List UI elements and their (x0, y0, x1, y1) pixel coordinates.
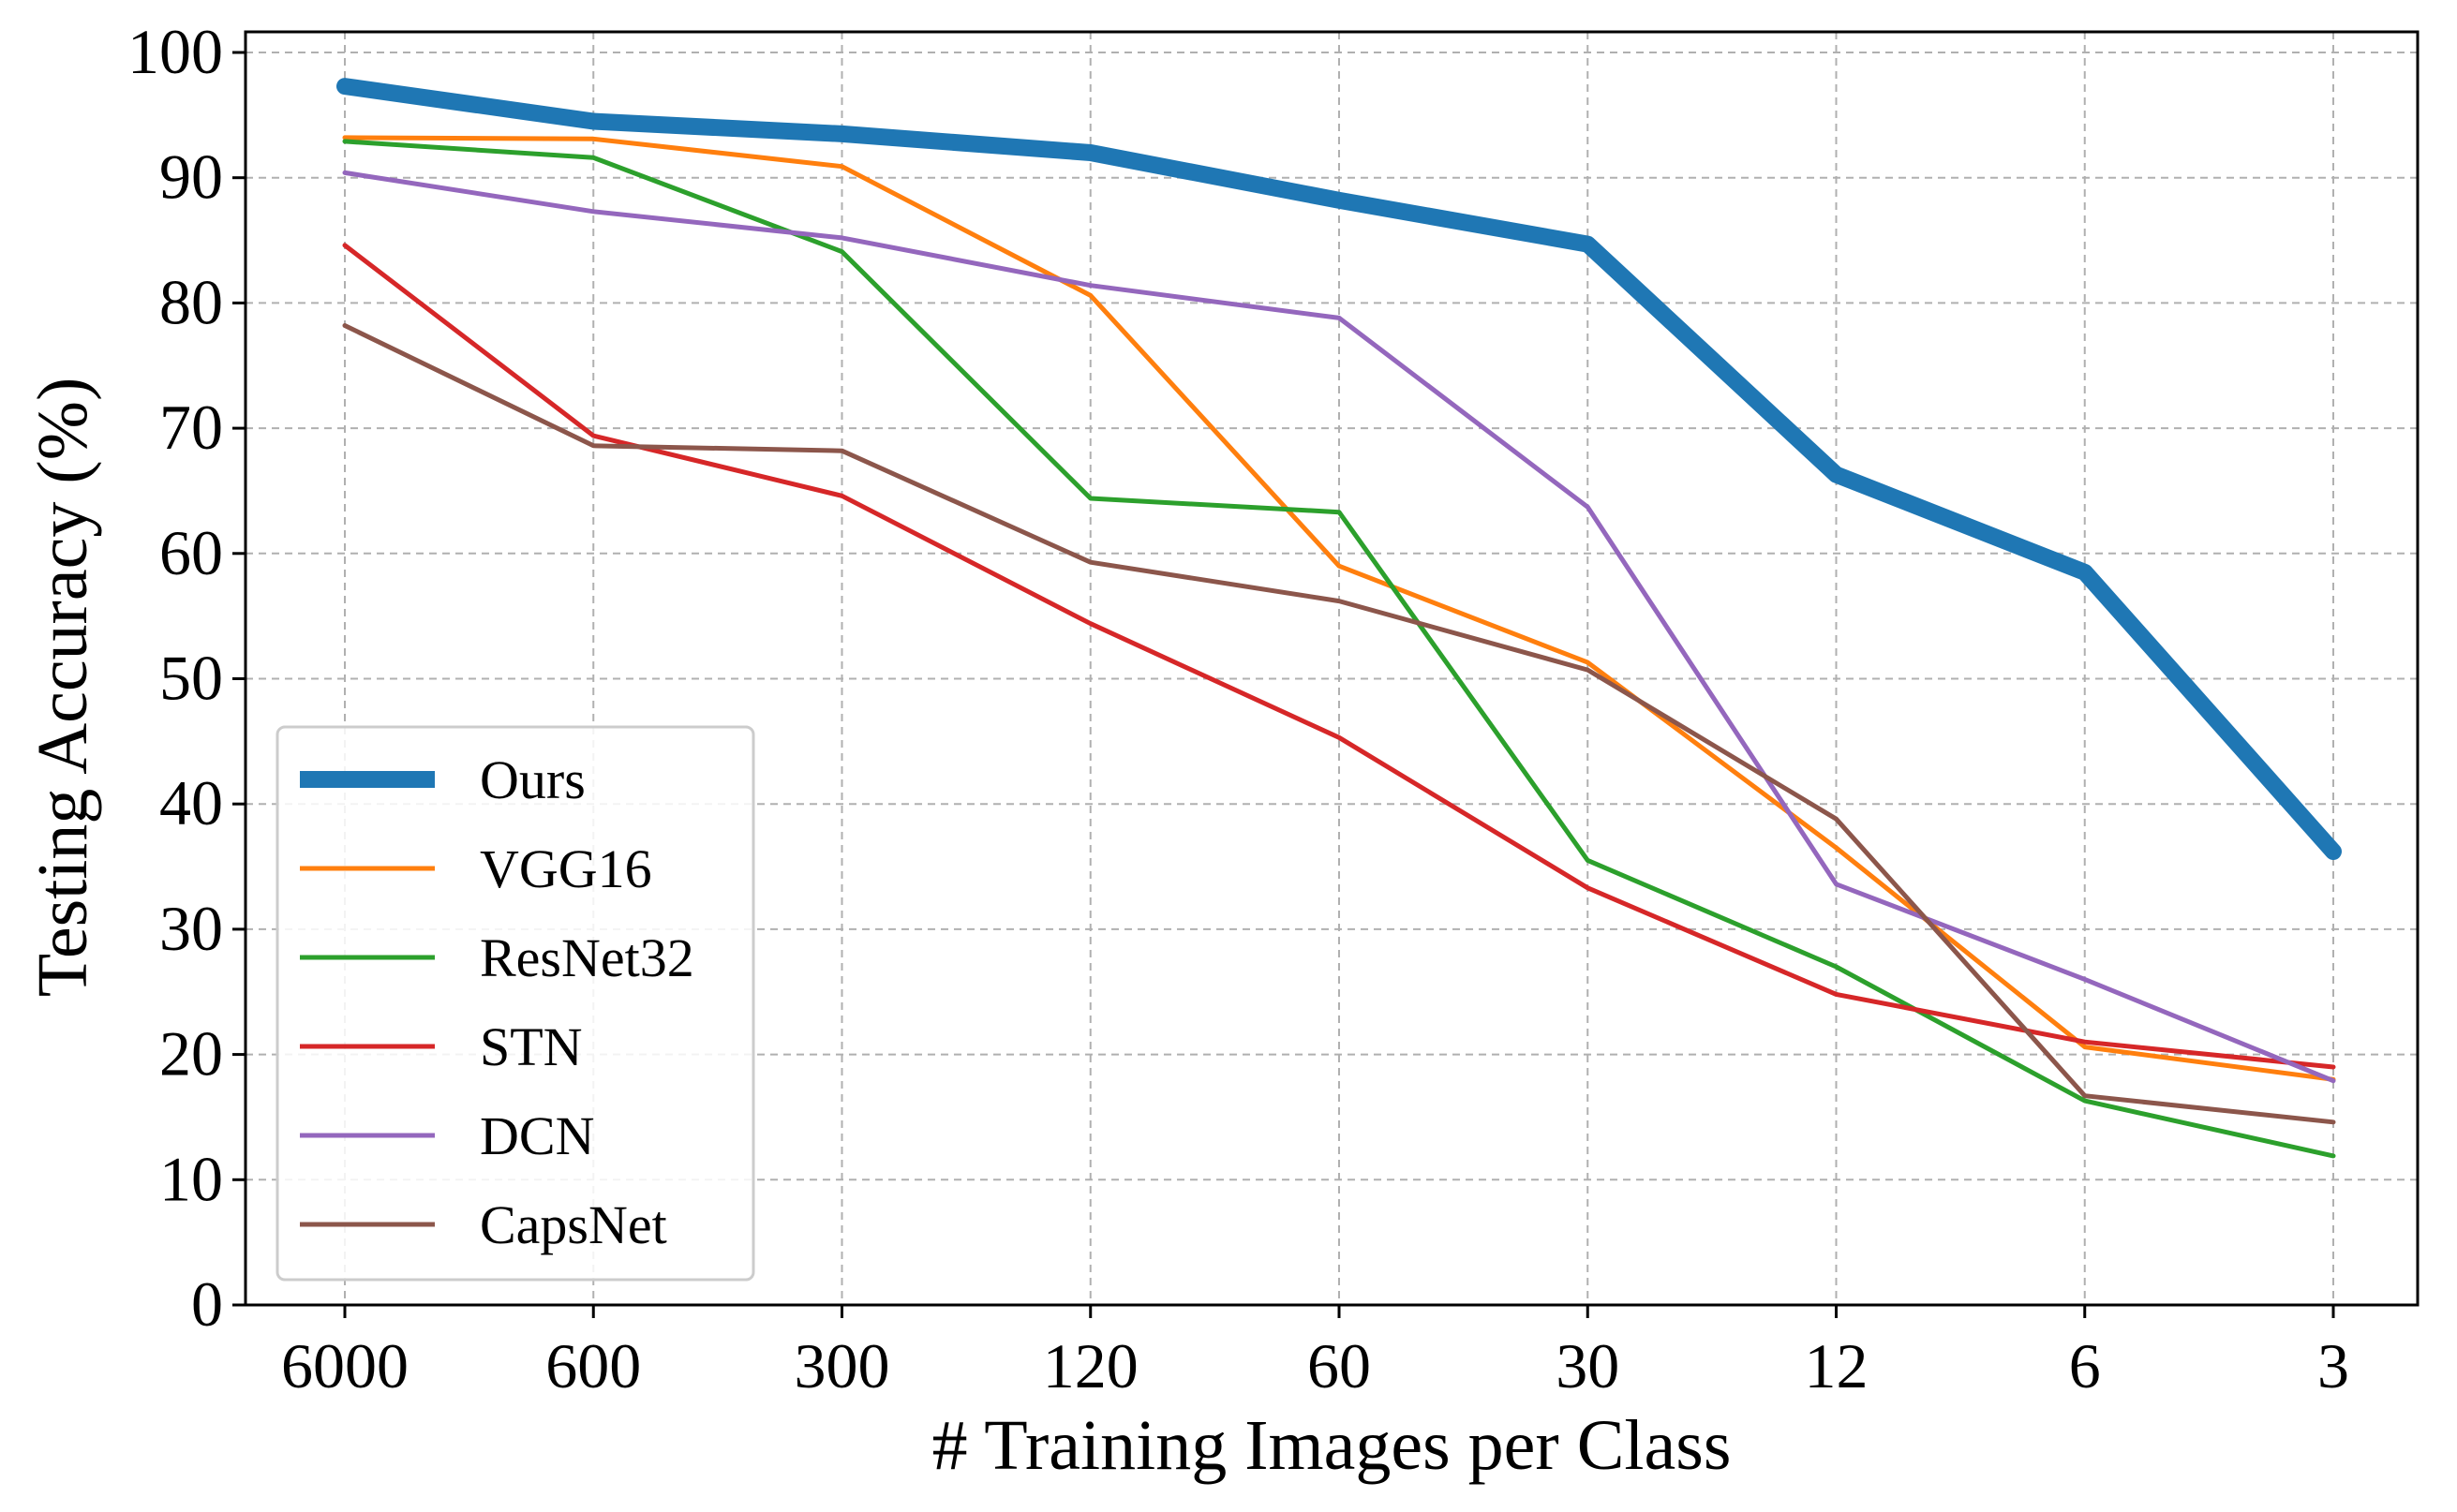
y-tick-label: 30 (159, 893, 223, 964)
axis-ticks: 0 10 20 30 40 50 60 70 80 90 100 6000 600 300 120 60 30 1… (127, 16, 2349, 1401)
y-tick-label: 60 (159, 517, 223, 588)
series-line-stn (342, 243, 2336, 1070)
y-tick-label: 40 (159, 767, 223, 838)
y-tick-label: 10 (159, 1143, 223, 1214)
legend-label: DCN (480, 1105, 594, 1166)
series-lines (336, 78, 2342, 1159)
series-line-ours (336, 78, 2342, 860)
x-tick-label: 600 (545, 1330, 641, 1401)
y-tick-label: 90 (159, 141, 223, 213)
series-line-vgg16 (342, 135, 2336, 1082)
legend-label: CapsNet (480, 1194, 667, 1255)
grid (246, 32, 2418, 1306)
y-tick-label: 70 (159, 392, 223, 463)
x-tick-label: 12 (1805, 1330, 1869, 1401)
y-tick-label: 100 (127, 16, 223, 87)
x-tick-label: 3 (2317, 1330, 2349, 1401)
x-tick-label: 300 (795, 1330, 890, 1401)
plot-frame (244, 30, 2420, 1307)
legend-label: VGG16 (480, 838, 652, 899)
legend-label: Ours (480, 749, 586, 810)
series-line-resnet32 (342, 139, 2336, 1159)
legend-label: STN (480, 1016, 583, 1077)
y-tick-label: 20 (159, 1018, 223, 1090)
legend: Ours VGG16 ResNet32 STN DCN CapsNet (275, 725, 755, 1282)
y-tick-label: 80 (159, 266, 223, 337)
x-tick-label: 60 (1307, 1330, 1371, 1401)
x-axis-title: # Training Images per Class (932, 1406, 1732, 1485)
legend-box (275, 725, 755, 1282)
x-tick-label: 6 (2069, 1330, 2101, 1401)
x-tick-label: 30 (1556, 1330, 1619, 1401)
x-tick-label: 120 (1043, 1330, 1139, 1401)
x-tick-label: 6000 (281, 1330, 409, 1401)
series-line-dcn (342, 170, 2336, 1084)
y-axis-title: Testing Accuracy (%) (23, 378, 102, 998)
y-tick-label: 0 (191, 1268, 223, 1340)
legend-label: ResNet32 (480, 927, 694, 988)
series-line-capsnet (342, 323, 2336, 1125)
y-tick-label: 50 (159, 643, 223, 714)
